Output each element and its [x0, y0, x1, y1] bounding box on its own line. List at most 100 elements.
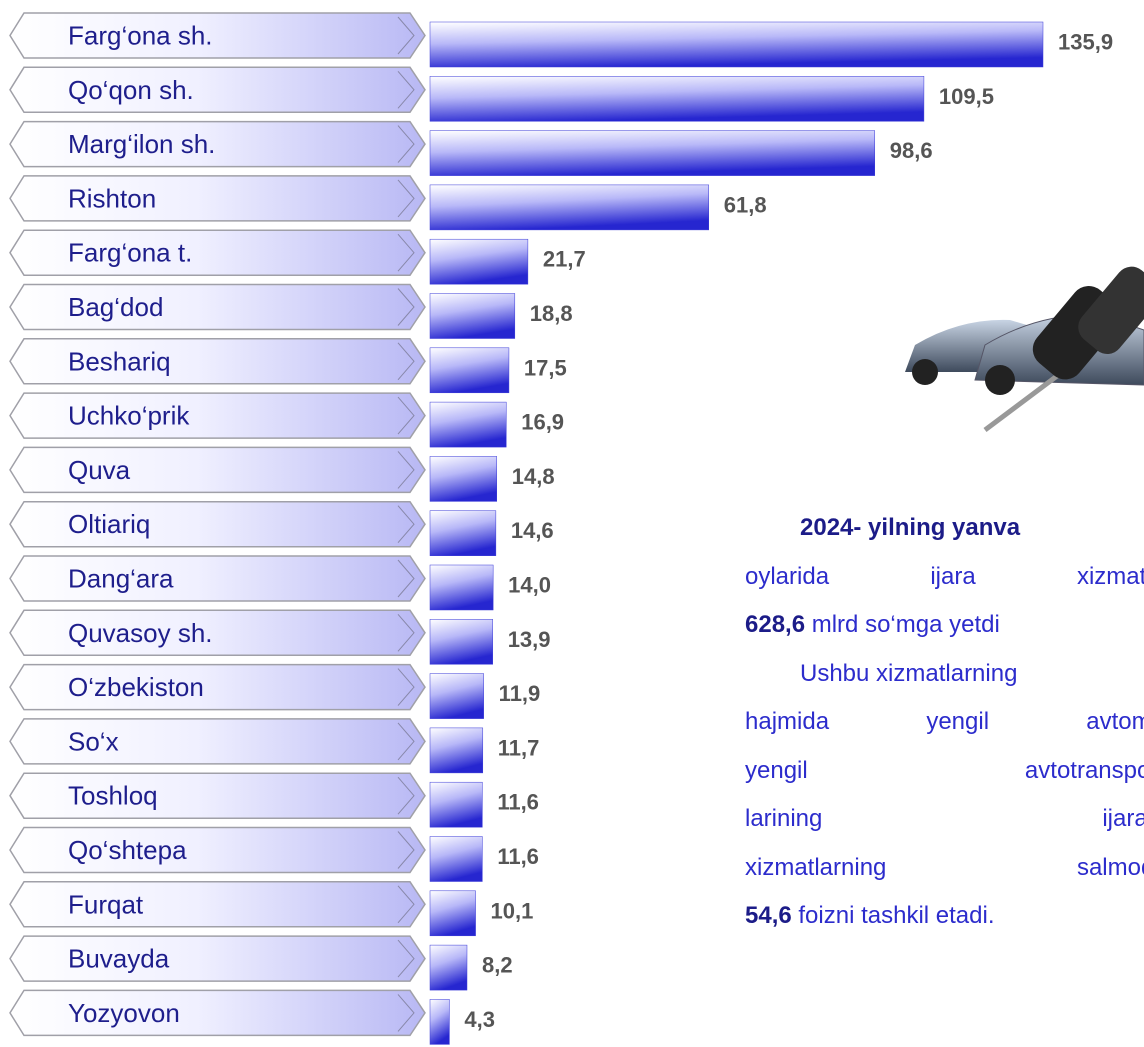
label-chevron [397, 288, 415, 326]
bold-text: 2024- yilning yanva [800, 514, 1021, 541]
category-label: Qo‘shtepa [68, 835, 187, 865]
value-label: 17,5 [524, 355, 567, 380]
label-box [9, 229, 426, 276]
category-label: Quva [68, 455, 131, 485]
car-illustration [905, 266, 1144, 432]
text-line: Ushbu xizmatlarning [745, 654, 1144, 703]
bar [429, 21, 1044, 68]
line-text: foizni tashkil etadi. [791, 902, 995, 929]
bar [429, 184, 710, 231]
label-chevron [397, 831, 415, 869]
line-text: mlrd so‘mga yetdi [805, 611, 1000, 638]
text-line: 628,6 mlrd so‘mga yetdi [745, 605, 1144, 654]
category-label: Bag‘dod [68, 292, 163, 322]
text-line: oylarida ijara xizmatla [745, 557, 1144, 606]
text-line: 2024- yilning yanva [745, 508, 1144, 557]
label-box [9, 66, 426, 114]
value-label: 109,5 [939, 84, 994, 109]
label-chevron [397, 994, 415, 1032]
value-label: 98,6 [890, 138, 933, 163]
bar [429, 76, 925, 122]
label-box [9, 120, 426, 168]
line-text: yengil avtotransport [745, 756, 1144, 784]
category-label: Yozyovon [68, 998, 180, 1028]
value-label: 18,8 [530, 301, 573, 326]
category-label: Toshloq [68, 781, 158, 811]
label-chevron [397, 505, 415, 544]
value-label: 4,3 [464, 1007, 495, 1032]
bar [429, 238, 529, 285]
bar [429, 890, 476, 937]
label-box [9, 500, 426, 548]
value-label: 14,8 [512, 464, 555, 489]
category-label: Rishton [68, 183, 156, 213]
label-box [9, 935, 426, 982]
bar [429, 727, 484, 774]
value-label: 8,2 [482, 953, 513, 978]
description: 2024- yilning yanva oylarida ijara xizmat… [745, 508, 1144, 945]
label-box [9, 609, 426, 657]
category-label: So‘x [68, 726, 119, 756]
label-chevron [397, 396, 415, 435]
label-box [9, 989, 426, 1037]
bar [429, 293, 516, 339]
label-chevron [397, 342, 415, 381]
bar [429, 456, 498, 502]
label-box [9, 12, 426, 59]
text-line: yengil avtotransport [745, 751, 1144, 800]
value-label: 135,9 [1058, 30, 1113, 55]
label-chevron [397, 179, 415, 218]
label-chevron [397, 16, 415, 55]
label-chevron [397, 885, 415, 924]
category-label: Uchko‘prik [68, 401, 190, 431]
value-label: 10,1 [491, 898, 534, 923]
bar [429, 510, 497, 556]
category-label: Dang‘ara [68, 564, 174, 594]
text-line: hajmida yengil avtomo [745, 702, 1144, 751]
value-label: 11,9 [499, 681, 541, 706]
label-box [9, 392, 426, 439]
category-label: Beshariq [68, 346, 171, 376]
text-line: 54,6 foizni tashkil etadi. [745, 896, 1144, 945]
line-text: oylarida ijara xizmatla [745, 562, 1144, 590]
value-label: 11,6 [497, 790, 539, 815]
bar [429, 999, 450, 1045]
label-box [9, 338, 426, 385]
label-box [9, 718, 426, 765]
value-label: 14,6 [511, 518, 554, 543]
category-label: O‘zbekiston [68, 672, 204, 702]
category-label: Farg‘ona sh. [68, 21, 213, 51]
bar [429, 781, 483, 828]
category-label: Quvasoy sh. [68, 618, 213, 648]
value-label: 16,9 [521, 410, 564, 435]
label-chevron [397, 613, 415, 652]
value-label: 13,9 [508, 627, 551, 652]
text-line: larining ijarasi [745, 799, 1144, 848]
category-label: Qo‘qon sh. [68, 75, 194, 105]
value-label: 61,8 [724, 192, 767, 217]
bar [429, 836, 483, 882]
label-chevron [397, 451, 415, 489]
value-label: 11,6 [497, 844, 539, 869]
bar [429, 401, 507, 448]
label-chevron [397, 70, 415, 109]
label-box [9, 826, 426, 874]
label-box [9, 772, 426, 819]
bold-text: 628,6 [745, 611, 806, 638]
text-line: xizmatlarning salmoqli [745, 848, 1144, 897]
label-chevron [397, 722, 415, 761]
label-box [9, 555, 426, 602]
category-label: Oltiariq [68, 509, 150, 539]
bar [429, 619, 493, 665]
bar [429, 673, 484, 719]
value-label: 11,7 [498, 735, 540, 760]
bar [429, 564, 494, 611]
category-label: Furqat [68, 889, 144, 919]
category-label: Marg‘ilon sh. [68, 129, 215, 159]
label-chevron [397, 939, 415, 978]
line-text: xizmatlarning salmoqli [745, 853, 1144, 881]
label-box [9, 881, 426, 928]
value-label: 21,7 [543, 247, 586, 272]
